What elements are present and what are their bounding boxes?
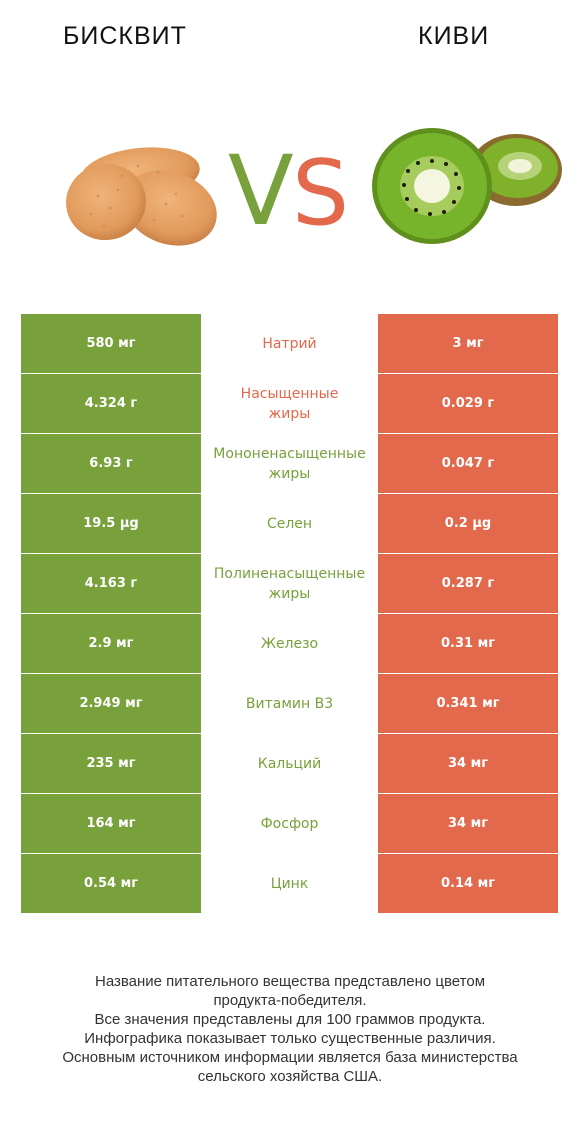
right-value: 34 мг (378, 734, 558, 793)
right-value: 0.2 µg (378, 494, 558, 553)
nutrient-name: Натрий (262, 335, 317, 352)
right-value: 0.14 мг (378, 854, 558, 913)
right-value: 0.047 г (378, 434, 558, 493)
left-value: 164 мг (21, 794, 201, 853)
left-value: 4.163 г (21, 554, 201, 613)
vs-letter-v: V (228, 136, 294, 236)
table-row: 0.54 мг Цинк 0.14 мг (21, 854, 558, 914)
nutrient-name: Полиненасыщенные жиры (213, 565, 366, 602)
left-value: 2.949 мг (21, 674, 201, 733)
footer-note: Название питательного вещества представл… (0, 972, 580, 1086)
comparison-table: 580 мг Натрий 3 мг 4.324 г Насыщенные жиры 0.… (21, 314, 558, 914)
nutrient-name: Насыщенные жиры (240, 385, 339, 422)
table-row: 4.324 г Насыщенные жиры 0.029 г (21, 374, 558, 434)
biscuit-image (66, 147, 217, 246)
left-value: 2.9 мг (21, 614, 201, 673)
table-row: 235 мг Кальций 34 мг (21, 734, 558, 794)
footer-line: Название питательного вещества представл… (94, 973, 486, 990)
table-row: 2.9 мг Железо 0.31 мг (21, 614, 558, 674)
right-value: 0.029 г (378, 374, 558, 433)
left-product-title: БИСКВИТ (63, 22, 187, 50)
footer-line: сельского хозяйства США. (197, 1068, 383, 1085)
right-value: 0.31 мг (378, 614, 558, 673)
nutrient-name: Селен (266, 515, 313, 532)
left-value: 235 мг (21, 734, 201, 793)
table-row: 164 мг Фосфор 34 мг (21, 794, 558, 854)
footer-line: Основным источником информации является … (62, 1049, 518, 1066)
right-value: 34 мг (378, 794, 558, 853)
nutrient-name: Кальций (257, 755, 322, 772)
left-value: 580 мг (21, 314, 201, 373)
table-row: 4.163 г Полиненасыщенные жиры 0.287 г (21, 554, 558, 614)
right-value: 0.341 мг (378, 674, 558, 733)
left-value: 4.324 г (21, 374, 201, 433)
right-value: 3 мг (378, 314, 558, 373)
left-value: 19.5 µg (21, 494, 201, 553)
table-row: 2.949 мг Витамин B3 0.341 мг (21, 674, 558, 734)
kiwi-image (372, 128, 562, 244)
nutrient-name: Цинк (270, 875, 309, 892)
right-value: 0.287 г (378, 554, 558, 613)
vs-logo: V S (228, 136, 349, 236)
table-row: 19.5 µg Селен 0.2 µg (21, 494, 558, 554)
nutrient-name: Мононенасыщенные жиры (213, 445, 366, 482)
footer-line: продукта-победителя. (213, 992, 367, 1009)
footer-line: Все значения представлены для 100 граммо… (94, 1011, 486, 1028)
table-row: 580 мг Натрий 3 мг (21, 314, 558, 374)
table-row: 6.93 г Мононенасыщенные жиры 0.047 г (21, 434, 558, 494)
right-product-title: КИВИ (418, 22, 490, 50)
left-value: 0.54 мг (21, 854, 201, 913)
left-value: 6.93 г (21, 434, 201, 493)
vs-letter-s: S (292, 141, 349, 236)
nutrient-name: Фосфор (260, 815, 319, 832)
nutrient-name: Витамин B3 (245, 695, 334, 712)
footer-line: Инфографика показывает только существенн… (84, 1030, 496, 1047)
nutrient-name: Железо (260, 635, 319, 652)
